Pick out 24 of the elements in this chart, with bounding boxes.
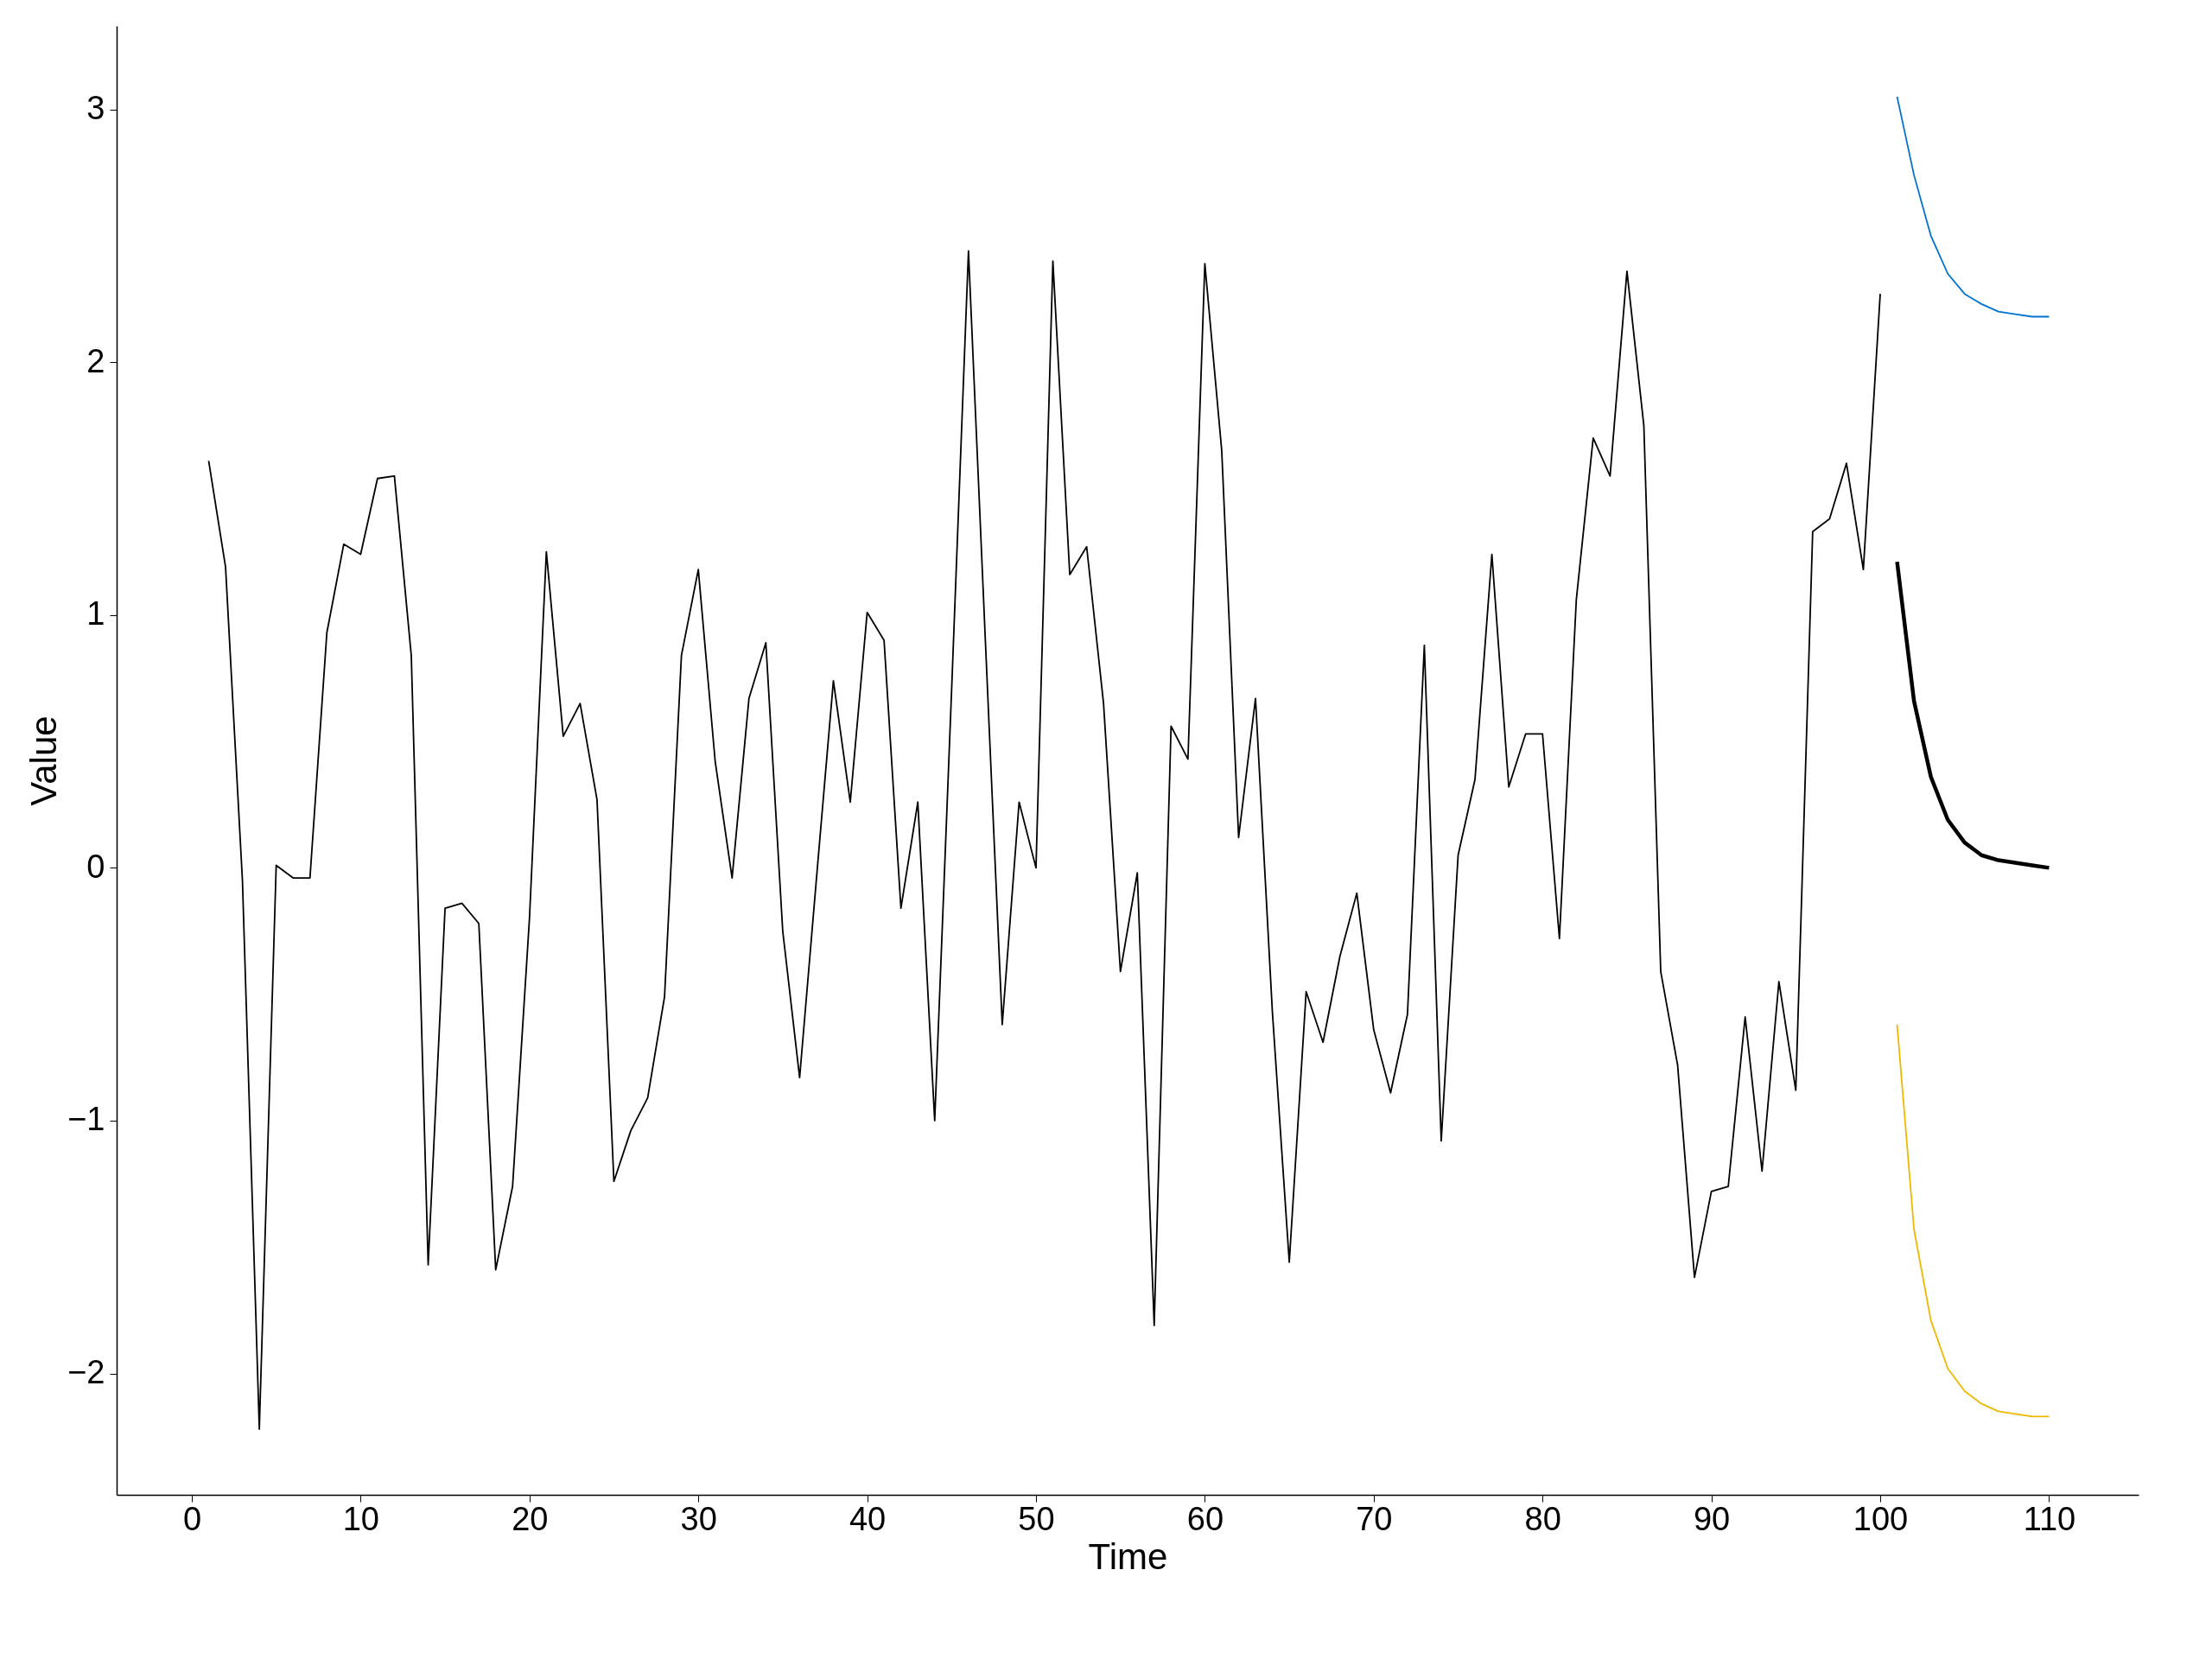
- x-tick-label: 40: [849, 1500, 887, 1537]
- x-tick-label: 90: [1693, 1500, 1731, 1537]
- x-tick-label: 10: [342, 1500, 379, 1537]
- x-tick-label: 60: [1186, 1500, 1224, 1537]
- line-series: [1896, 96, 2050, 318]
- x-tick-label: 50: [1018, 1500, 1055, 1537]
- y-tick-label: −1: [67, 1101, 105, 1138]
- x-tick-label: 100: [1853, 1500, 1909, 1537]
- line-series: [1895, 560, 2051, 870]
- y-tick-label: 2: [86, 342, 105, 379]
- x-tick-label: 0: [182, 1500, 202, 1537]
- y-tick-label: 3: [86, 90, 105, 127]
- x-axis-title: Time: [1088, 1535, 1168, 1577]
- y-tick-label: 0: [86, 848, 105, 885]
- y-tick-label: 1: [86, 595, 105, 632]
- y-axis-title: Value: [23, 715, 65, 806]
- x-tick-label: 20: [512, 1500, 549, 1537]
- x-tick-label: 30: [680, 1500, 717, 1537]
- line-series: [1896, 1023, 2050, 1418]
- line-series: [207, 250, 1881, 1430]
- x-tick-label: 80: [1524, 1500, 1561, 1537]
- y-tick-label: −2: [67, 1354, 105, 1391]
- x-tick-label: 70: [1356, 1500, 1393, 1537]
- x-tick-label: 110: [2023, 1500, 2076, 1537]
